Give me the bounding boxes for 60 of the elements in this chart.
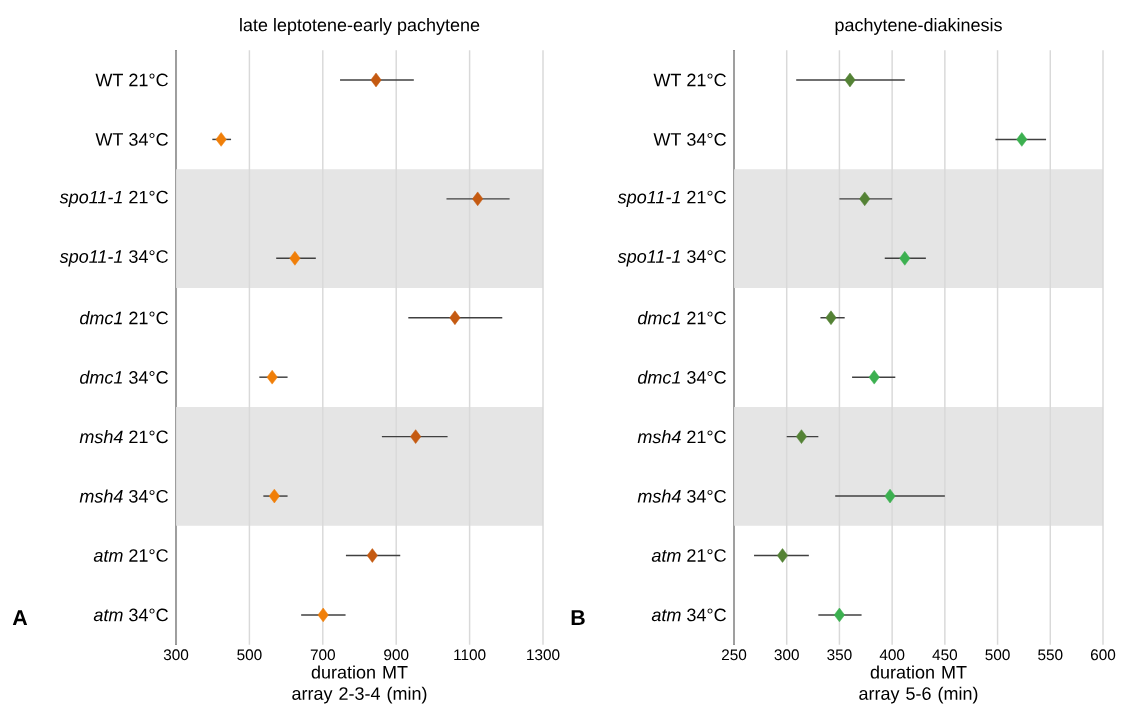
y-tick-label: msh4 21°C <box>79 430 168 444</box>
point <box>884 488 896 504</box>
x-tick-label: 500 <box>985 649 1010 661</box>
text: A <box>12 610 28 625</box>
point <box>449 310 461 325</box>
x-tick-label: 250 <box>721 649 747 661</box>
point <box>796 429 807 444</box>
point <box>825 310 837 325</box>
x-tick-label: 550 <box>1038 649 1063 661</box>
x-tick-label: 900 <box>384 649 409 661</box>
point <box>844 72 856 88</box>
point <box>868 369 880 385</box>
x-tick-label: 350 <box>827 649 852 661</box>
y-tick-label: WT 21°C <box>95 73 168 87</box>
point <box>215 132 227 147</box>
x-tick-label: 700 <box>310 649 335 661</box>
point <box>268 488 280 504</box>
x-tick-label: 600 <box>1090 649 1116 661</box>
y-tick-label: atm 34°C <box>651 608 726 622</box>
x-axis-title: duration MT array 5-6 (min) <box>859 665 978 704</box>
y-tick-label: WT 21°C <box>653 73 726 87</box>
point <box>317 607 329 623</box>
x-tick-label: 300 <box>163 649 189 661</box>
point <box>366 548 378 563</box>
y-tick-label: msh4 21°C <box>637 430 726 444</box>
chart-title: late leptotene-early pachytene <box>240 18 480 35</box>
x-tick-label: 1100 <box>454 649 486 661</box>
point <box>859 191 871 207</box>
x-tick-label: 1300 <box>527 649 560 661</box>
y-tick-label: dmc1 34°C <box>80 370 168 384</box>
y-tick-label: atm 21°C <box>651 549 726 562</box>
point <box>472 191 484 207</box>
y-tick-label: spo11-1 34°C <box>617 250 726 267</box>
y-tick-label: spo11-1 34°C <box>59 250 168 267</box>
point <box>833 607 845 623</box>
point <box>777 548 788 563</box>
y-tick-label: dmc1 34°C <box>638 370 726 384</box>
text: B <box>571 610 585 625</box>
y-tick-label: msh4 34°C <box>637 489 726 503</box>
x-tick-label: 500 <box>237 649 262 661</box>
x-tick-label: 450 <box>932 649 958 661</box>
point <box>370 72 382 88</box>
point <box>289 251 301 266</box>
point <box>266 369 278 385</box>
y-tick-label: WT 34°C <box>653 133 726 146</box>
x-axis-title: duration MT array 2-3-4 (min) <box>292 665 427 704</box>
point <box>899 251 911 266</box>
point <box>1016 132 1028 147</box>
chart-title: pachytene-diakinesis <box>835 18 1002 35</box>
y-tick-label: dmc1 21°C <box>638 311 726 325</box>
y-tick-label: atm 34°C <box>93 608 168 622</box>
x-tick-label: 300 <box>774 649 799 661</box>
y-tick-label: dmc1 21°C <box>80 311 168 325</box>
y-tick-label: spo11-1 21°C <box>59 190 168 208</box>
y-tick-label: atm 21°C <box>93 549 168 562</box>
y-tick-label: msh4 34°C <box>79 489 168 503</box>
point <box>410 429 422 444</box>
y-tick-label: spo11-1 21°C <box>617 190 726 208</box>
y-tick-label: WT 34°C <box>95 133 168 146</box>
x-tick-label: 400 <box>879 649 905 661</box>
